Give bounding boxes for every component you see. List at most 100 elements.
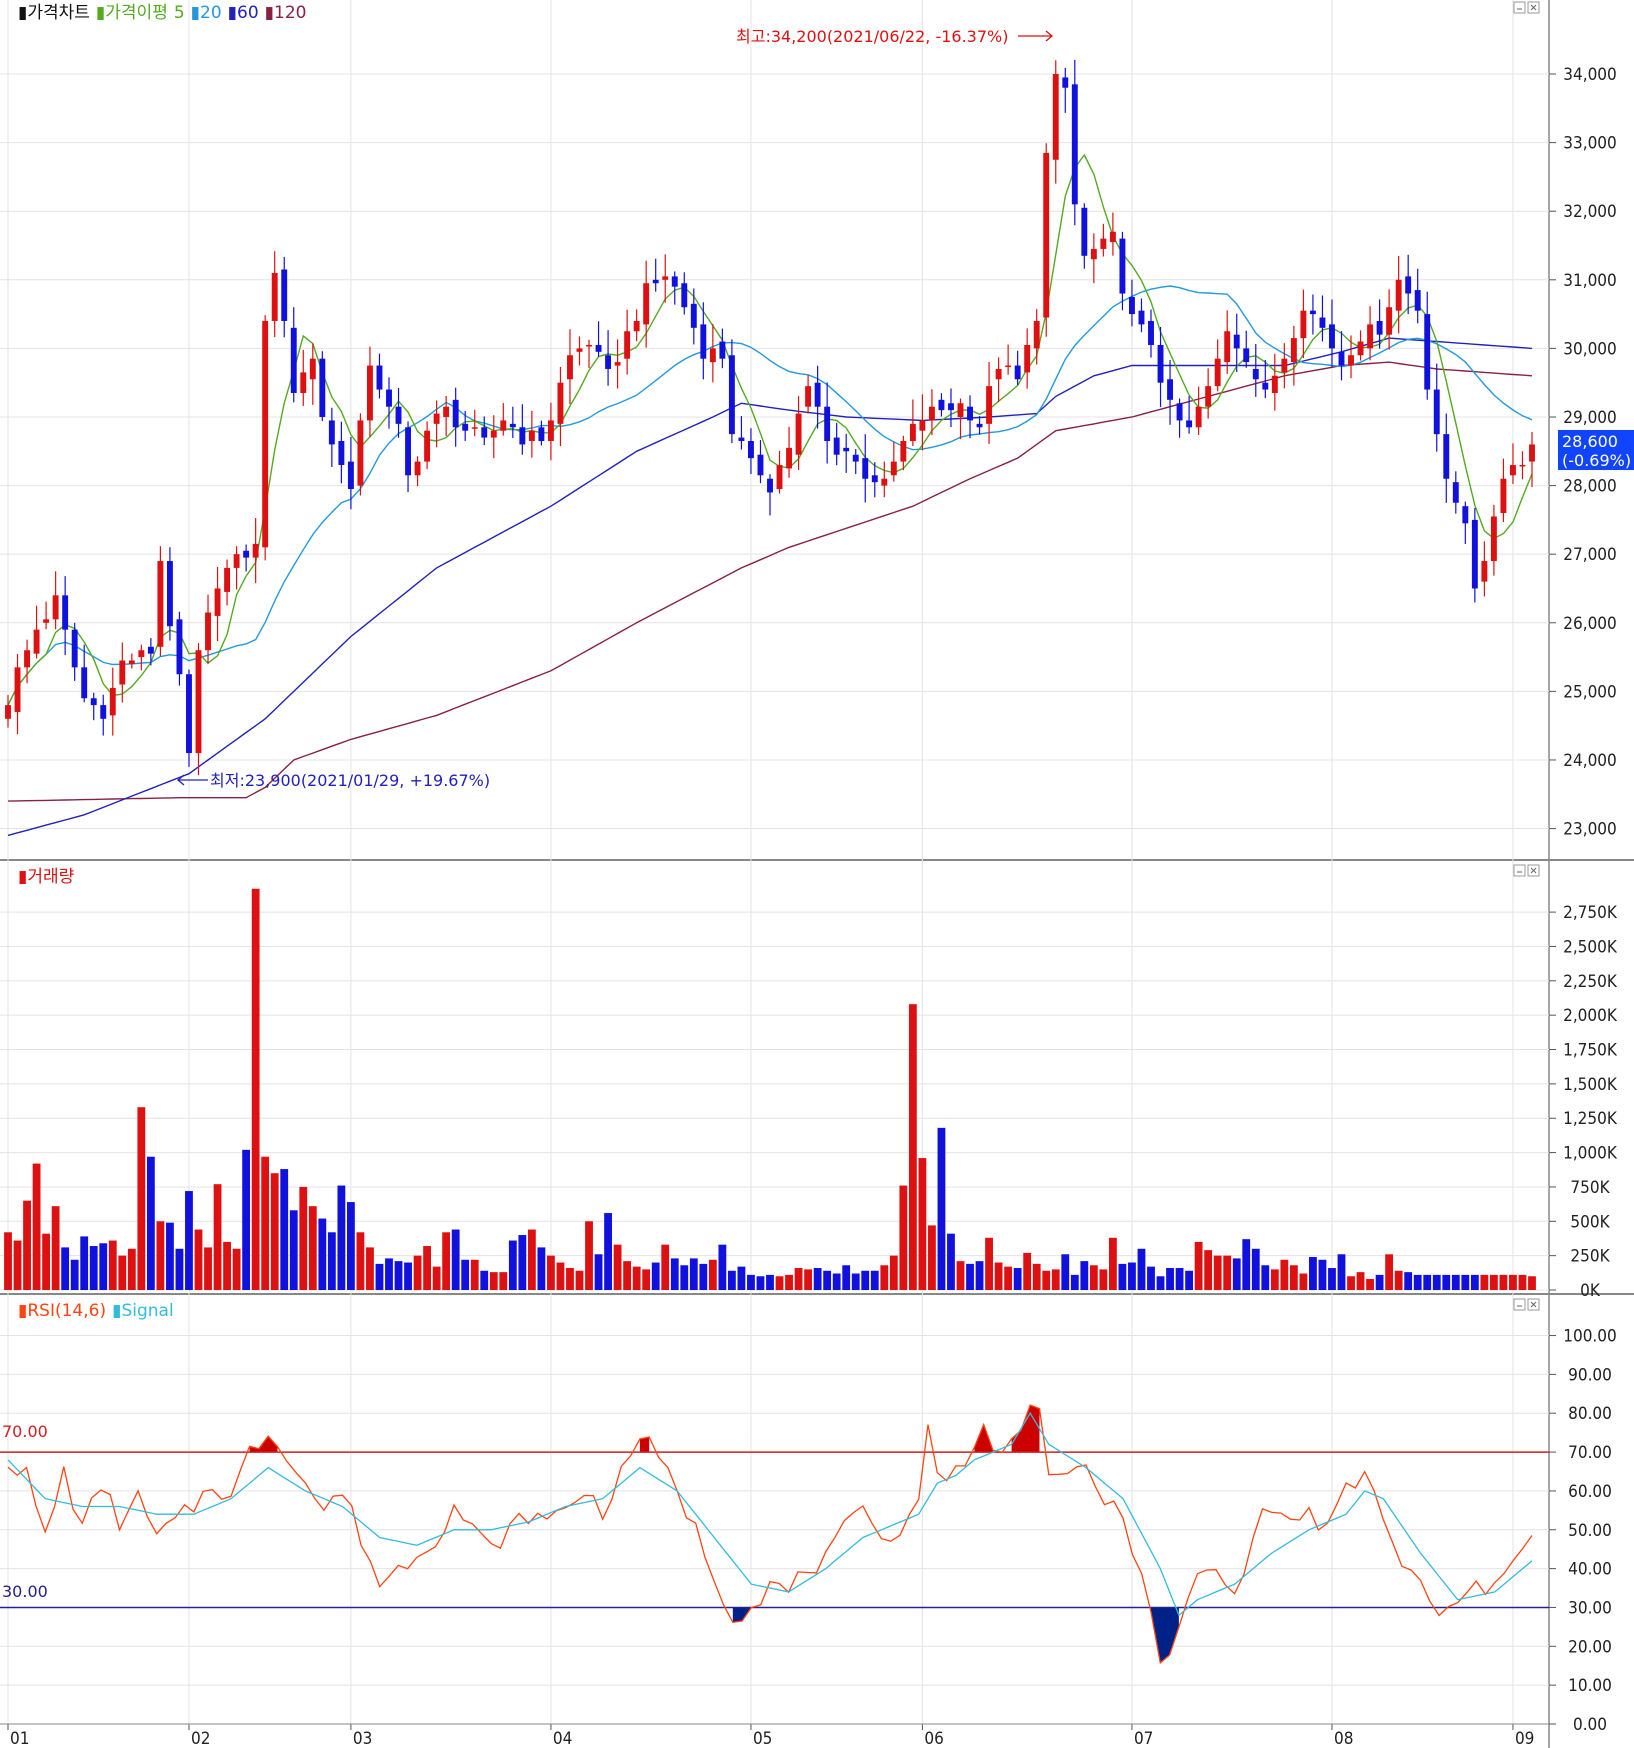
candle-body [938, 399, 945, 411]
rsi-level-30-label: 30.00 [2, 1582, 48, 1601]
candle-body [481, 427, 488, 438]
volume-bar [651, 1262, 660, 1290]
candle-body [1195, 406, 1202, 428]
month-label: 05 [753, 1729, 772, 1748]
candle-body [309, 358, 316, 380]
candle-body [605, 355, 612, 369]
price-tick-label: 32,000 [1563, 202, 1617, 222]
candle-body [1490, 516, 1497, 562]
legend-marker-signal: ▮ [112, 1301, 121, 1321]
volume-bar [785, 1274, 793, 1290]
price-tick-label: 26,000 [1563, 614, 1617, 634]
volume-bar [442, 1232, 451, 1290]
candle-body [62, 595, 69, 630]
volume-bar [766, 1274, 774, 1290]
volume-bar [1280, 1259, 1289, 1290]
candle-body [386, 389, 392, 407]
minimize-icon[interactable] [1513, 864, 1526, 877]
volume-bar [813, 1268, 822, 1290]
volume-bar [51, 1206, 60, 1290]
volume-bar [861, 1270, 870, 1290]
volume-bar [1251, 1248, 1260, 1290]
volume-tick-label: 750K [1570, 1178, 1610, 1198]
candle-body [900, 441, 907, 462]
month-label: 06 [924, 1729, 943, 1748]
volume-panel-controls[interactable] [1513, 864, 1540, 877]
candle-body [1033, 320, 1040, 349]
candle-body [728, 355, 735, 435]
volume-bar [1061, 1254, 1070, 1290]
candle-body [1271, 375, 1278, 393]
price-tick-label: 23,000 [1563, 820, 1617, 840]
candle-body [1043, 152, 1050, 318]
price-tick-label: 29,000 [1563, 408, 1617, 428]
volume-bar [1089, 1265, 1098, 1290]
ma5-line [7, 153, 1533, 706]
candle-body [757, 454, 764, 476]
volume-bar [1480, 1274, 1489, 1290]
candle-body [119, 660, 126, 685]
candle-body [424, 430, 431, 462]
legend-marker-ma20: ▮ [191, 3, 200, 23]
volume-bar [1232, 1258, 1241, 1290]
volume-bar [1356, 1272, 1365, 1290]
volume-bar [966, 1263, 974, 1290]
volume-bar [642, 1269, 651, 1290]
candle-body [500, 420, 507, 431]
candle-body [252, 543, 259, 558]
candle-body [509, 423, 516, 428]
candle-body [1224, 331, 1231, 363]
month-label: 09 [1515, 1729, 1534, 1748]
candle-body [1119, 238, 1126, 294]
volume-bar [194, 1229, 203, 1290]
price-panel-controls[interactable] [1513, 1, 1540, 14]
volume-bar [242, 1149, 251, 1290]
volume-bar [680, 1265, 689, 1290]
rsi-tick-label: 60.00 [1568, 1482, 1612, 1502]
volume-bar [928, 1225, 936, 1290]
volume-bar [1223, 1255, 1232, 1290]
volume-bar [1051, 1269, 1060, 1290]
volume-bar [899, 1185, 908, 1290]
candle-body [176, 619, 183, 675]
candle-body [576, 348, 583, 352]
volume-bar [1442, 1274, 1451, 1290]
volume-bar [1451, 1274, 1460, 1290]
candle-body [890, 461, 897, 476]
candle-body [862, 458, 869, 479]
volume-bar [1337, 1254, 1346, 1290]
minimize-icon[interactable] [1513, 1, 1526, 14]
volume-bar [537, 1247, 546, 1290]
candle-body [662, 276, 669, 280]
candle-body [1109, 231, 1116, 243]
candle-body [1500, 478, 1507, 514]
volume-bar [1175, 1268, 1184, 1290]
volume-bar [499, 1272, 508, 1290]
volume-bars [4, 888, 1536, 1290]
minimize-icon[interactable] [1513, 1298, 1526, 1311]
grid [0, 0, 1549, 1725]
candle-body [347, 461, 354, 490]
volume-bar [423, 1246, 432, 1290]
price-tick-label: 28,000 [1563, 477, 1617, 497]
rsi-panel-controls[interactable] [1513, 1298, 1540, 1311]
volume-bar [918, 1158, 927, 1290]
price-tick-label: 31,000 [1563, 271, 1617, 291]
volume-bar [318, 1218, 327, 1290]
volume-bar [594, 1254, 603, 1290]
candle-body [1424, 314, 1431, 390]
candle-body [995, 368, 1002, 380]
candle-body [1062, 77, 1069, 88]
price-candles [5, 59, 1535, 776]
candle-body [147, 646, 154, 654]
volume-bar [518, 1235, 527, 1290]
legend-signal: Signal [121, 1301, 173, 1321]
candle-body [166, 561, 173, 627]
volume-bar [1147, 1266, 1155, 1290]
volume-bar [623, 1261, 632, 1290]
rsi-line [7, 1404, 1533, 1665]
candle-body [1386, 307, 1393, 335]
volume-bar [470, 1259, 479, 1290]
candle-body [747, 441, 754, 459]
legend-marker-ma60: ▮ [228, 3, 237, 23]
